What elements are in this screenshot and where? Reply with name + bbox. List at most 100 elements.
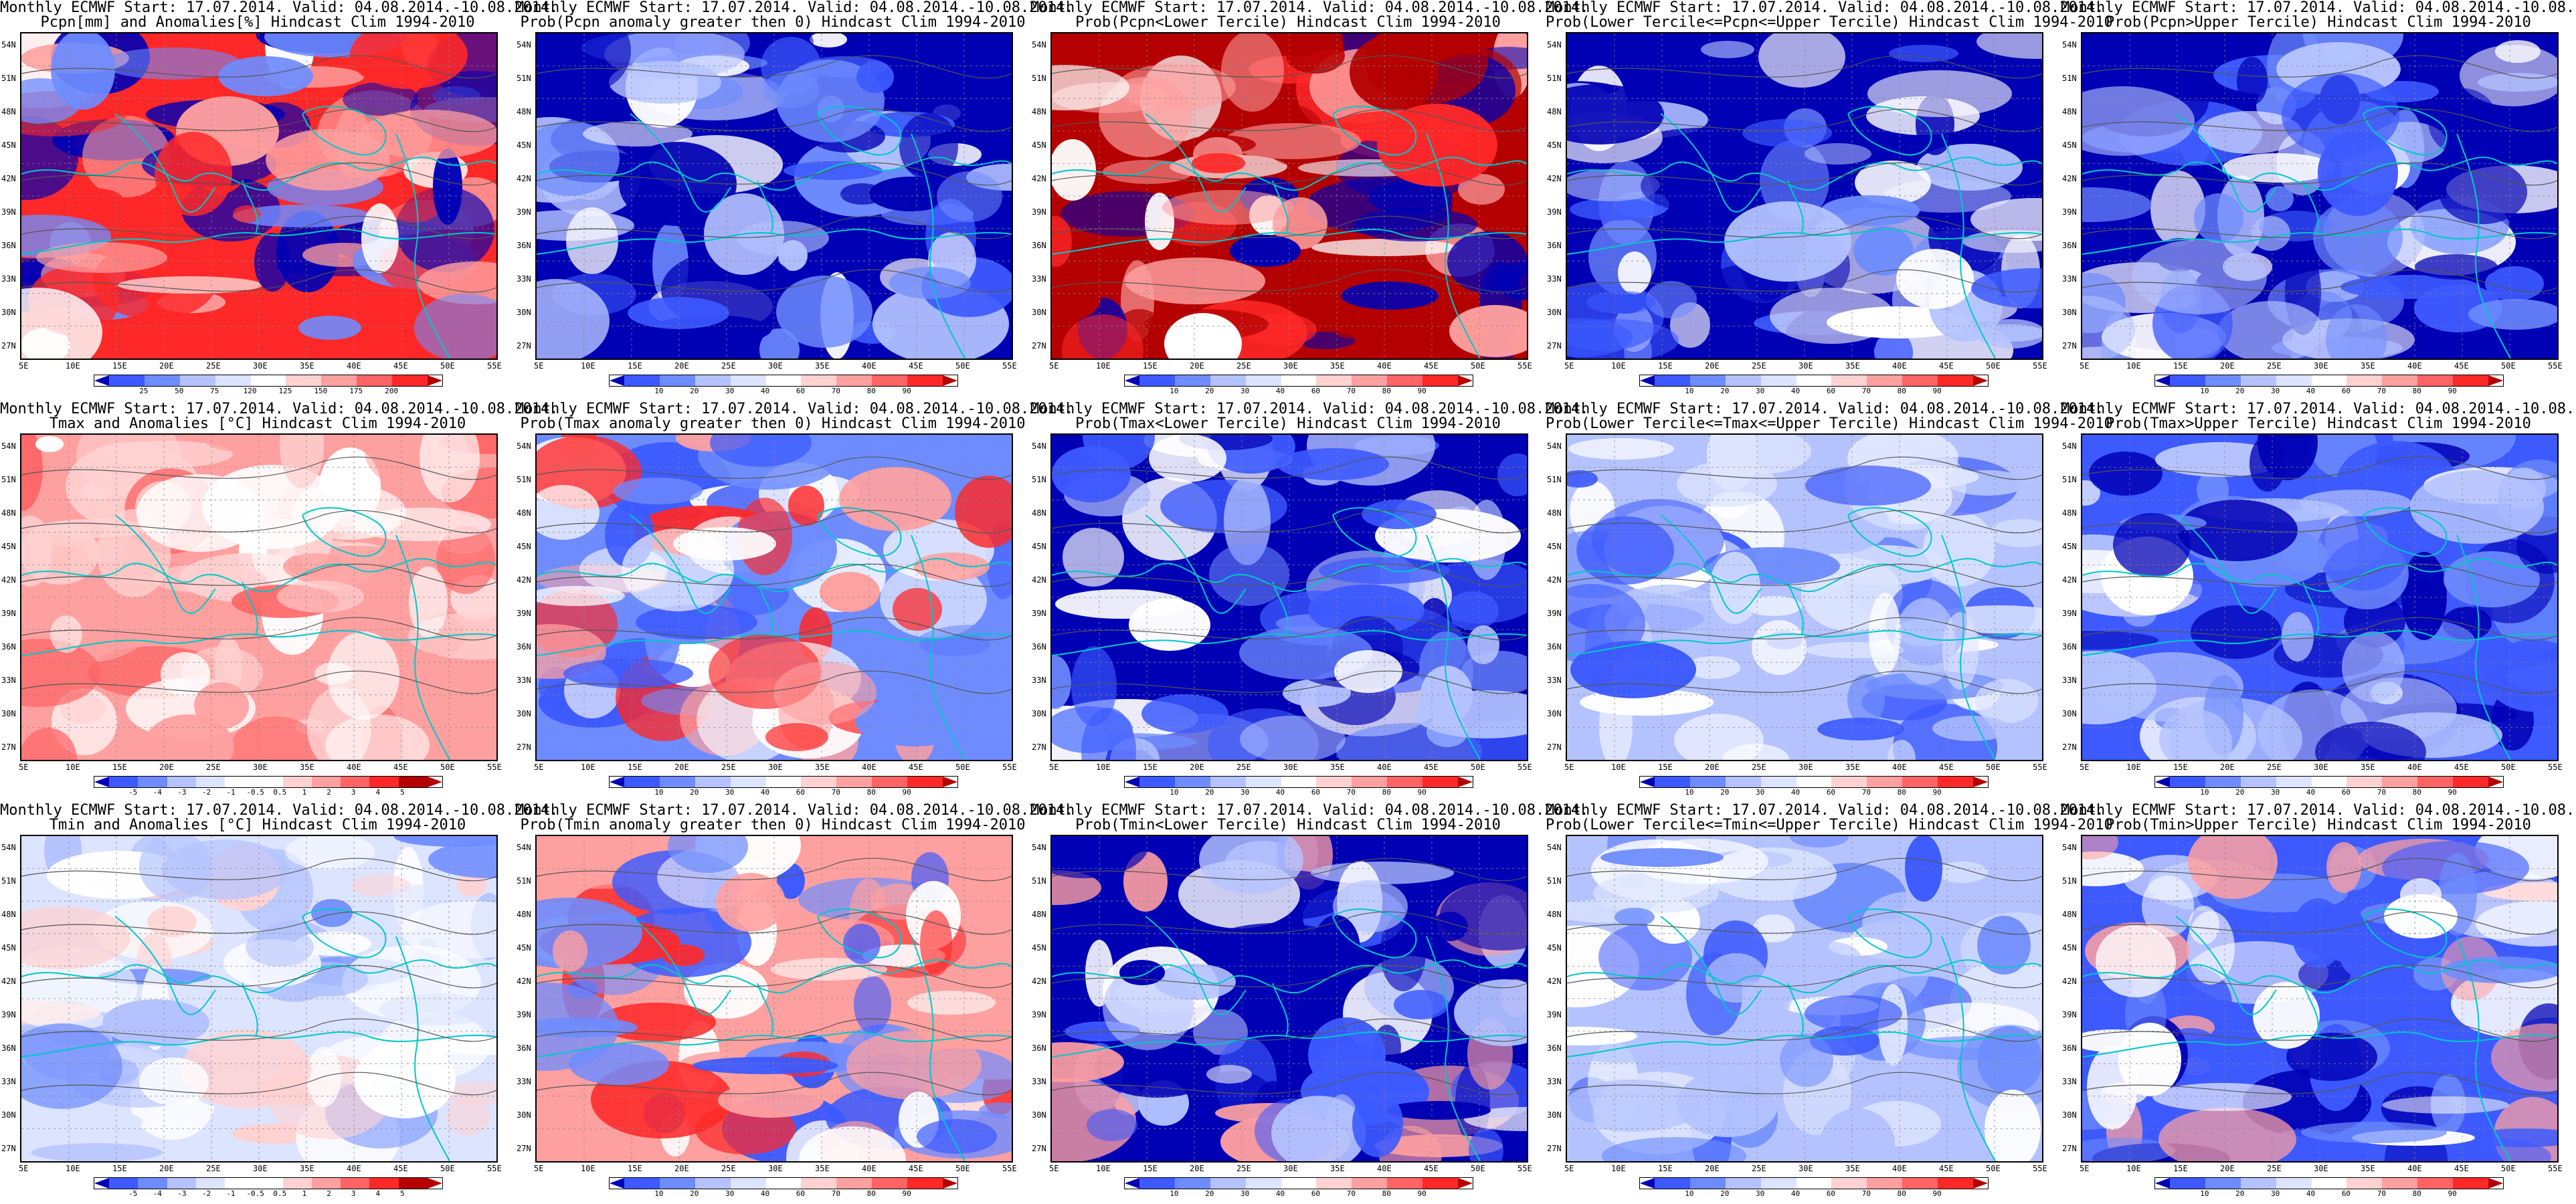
anomaly-shading [1780,1033,1833,1087]
climatology-contour [1052,1018,1527,1042]
climatology-contour [1567,911,2042,935]
climatology-contour [1052,858,1527,882]
longitude-label: 25E [1752,361,1766,371]
longitude-label: 10E [581,361,595,371]
latitude-label: 45N [2062,943,2077,952]
latitude-label: 36N [1,642,16,651]
colorbar-ticks: 10 20 30 40 60 70 80 90 [624,788,942,799]
colorbar-tick-label: 10 [1170,387,1179,395]
colorbar-tick-label: 70 [1346,1189,1356,1198]
anomaly-shading [784,161,883,180]
latitude-label: 36N [1547,241,1562,250]
latitude-label: 45N [1,943,16,952]
anomaly-shading [1567,319,1679,359]
coastline [1941,936,1996,1161]
longitude-label: 40E [2407,361,2422,371]
anomaly-shading [1164,313,1242,359]
anomaly-shading [1855,161,1931,205]
anomaly-shading [1722,744,1789,760]
panel-title-line1: Monthly ECMWF Start: 17.07.2014. Valid: … [515,401,1074,417]
coastline [1052,157,1527,191]
anomaly-shading [143,714,234,760]
panel-title-line1: Monthly ECMWF Start: 17.07.2014. Valid: … [2061,0,2576,16]
colorbar-tick-label: 30 [1756,387,1765,395]
climatology-contour [21,215,496,239]
longitude-label: 50E [955,1164,970,1173]
colorbar-swatch [1139,777,1175,787]
forecast-map [535,835,1013,1163]
colorbar-swatch [659,777,695,787]
colorbar-swatch [1281,1178,1317,1189]
anomaly-shading [2258,435,2318,480]
longitude-label: 45E [393,361,408,371]
colorbar-swatch [392,375,428,386]
colorbar-swatch [1245,375,1281,386]
anomaly-shading [2177,500,2298,561]
colorbar-swatch [624,1178,660,1189]
anomaly-shading [2189,906,2219,944]
longitude-label: 45E [1939,1164,1954,1173]
latitude-label: 54N [517,843,531,852]
climatology-contour [537,965,1012,989]
longitude-label: 20E [2220,1164,2235,1173]
colorbar-tick-label: 20 [1205,387,1214,395]
colorbar-tick-label: 0.5 [273,1189,287,1198]
colorbar-swatch [2347,375,2383,386]
climatology-contour [1567,563,2042,587]
latitude-label: 36N [1032,1043,1046,1053]
colorbar-tick-label: -0.5 [246,788,264,797]
anomaly-shading [555,1123,644,1161]
anomaly-shading [602,321,724,355]
longitude-label: 45E [1424,763,1439,772]
anomaly-shading [436,526,495,594]
latitude-label: 30N [2062,709,2077,718]
climatology-contour [537,55,1012,79]
colorbar-swatch [341,777,370,787]
colorbar-swatch [1760,777,1797,787]
longitude-label: 40E [862,361,877,371]
colorbar-swatch [2488,777,2504,787]
colorbar-tick-label: 5 [400,788,405,797]
latitude-label: 48N [1,910,16,919]
coastline [302,507,387,557]
colorbar-swatch [2488,1178,2504,1189]
coastline [1332,507,1417,557]
latitude-label: 39N [2062,207,2077,217]
coastline [1426,936,1481,1161]
anomaly-shading [899,113,958,180]
latitude-label: 45N [1547,943,1562,952]
colorbar-tick-label: -3 [177,1189,187,1198]
longitude-label: 5E [1049,361,1059,371]
latitude-label: 39N [1,207,16,217]
climatology-contour [537,617,1012,641]
colorbar-ticks: 10 20 30 40 60 70 80 90 [1654,387,1972,397]
colorbar-tick-label: 50 [175,387,184,395]
anomaly-shading [21,728,77,760]
colorbar-tick-label: 90 [902,1189,911,1198]
latitude-label: 48N [1547,910,1562,919]
coastline [817,106,902,156]
coastline [1052,1031,1527,1058]
coastline [757,180,773,235]
colorbar-swatch [1973,777,1989,787]
colorbar [94,1177,443,1189]
anomaly-shading [553,930,587,972]
coastline [395,133,450,359]
panel-title-line1: Monthly ECMWF Start: 17.07.2014. Valid: … [515,0,1074,16]
anomaly-shading [277,581,364,613]
colorbar-tick-label: 60 [1311,1189,1321,1198]
colorbar-swatch [2276,1178,2312,1189]
coastline [242,983,258,1037]
latitude-label: 39N [2062,1010,2077,1019]
climatology-contour [21,911,496,935]
longitude-label: 15E [2173,763,2188,772]
colorbar-tick-label: 10 [654,387,664,395]
colorbar-swatch [1125,375,1139,386]
climatology-contour [1052,108,1527,132]
anomaly-shading [1821,195,1920,226]
colorbar-swatch [1938,777,1974,787]
climatology-contour [21,1072,496,1096]
latitude-label: 30N [1547,308,1562,317]
anomaly-shading [48,1110,143,1133]
colorbar-swatch [1867,1178,1903,1189]
